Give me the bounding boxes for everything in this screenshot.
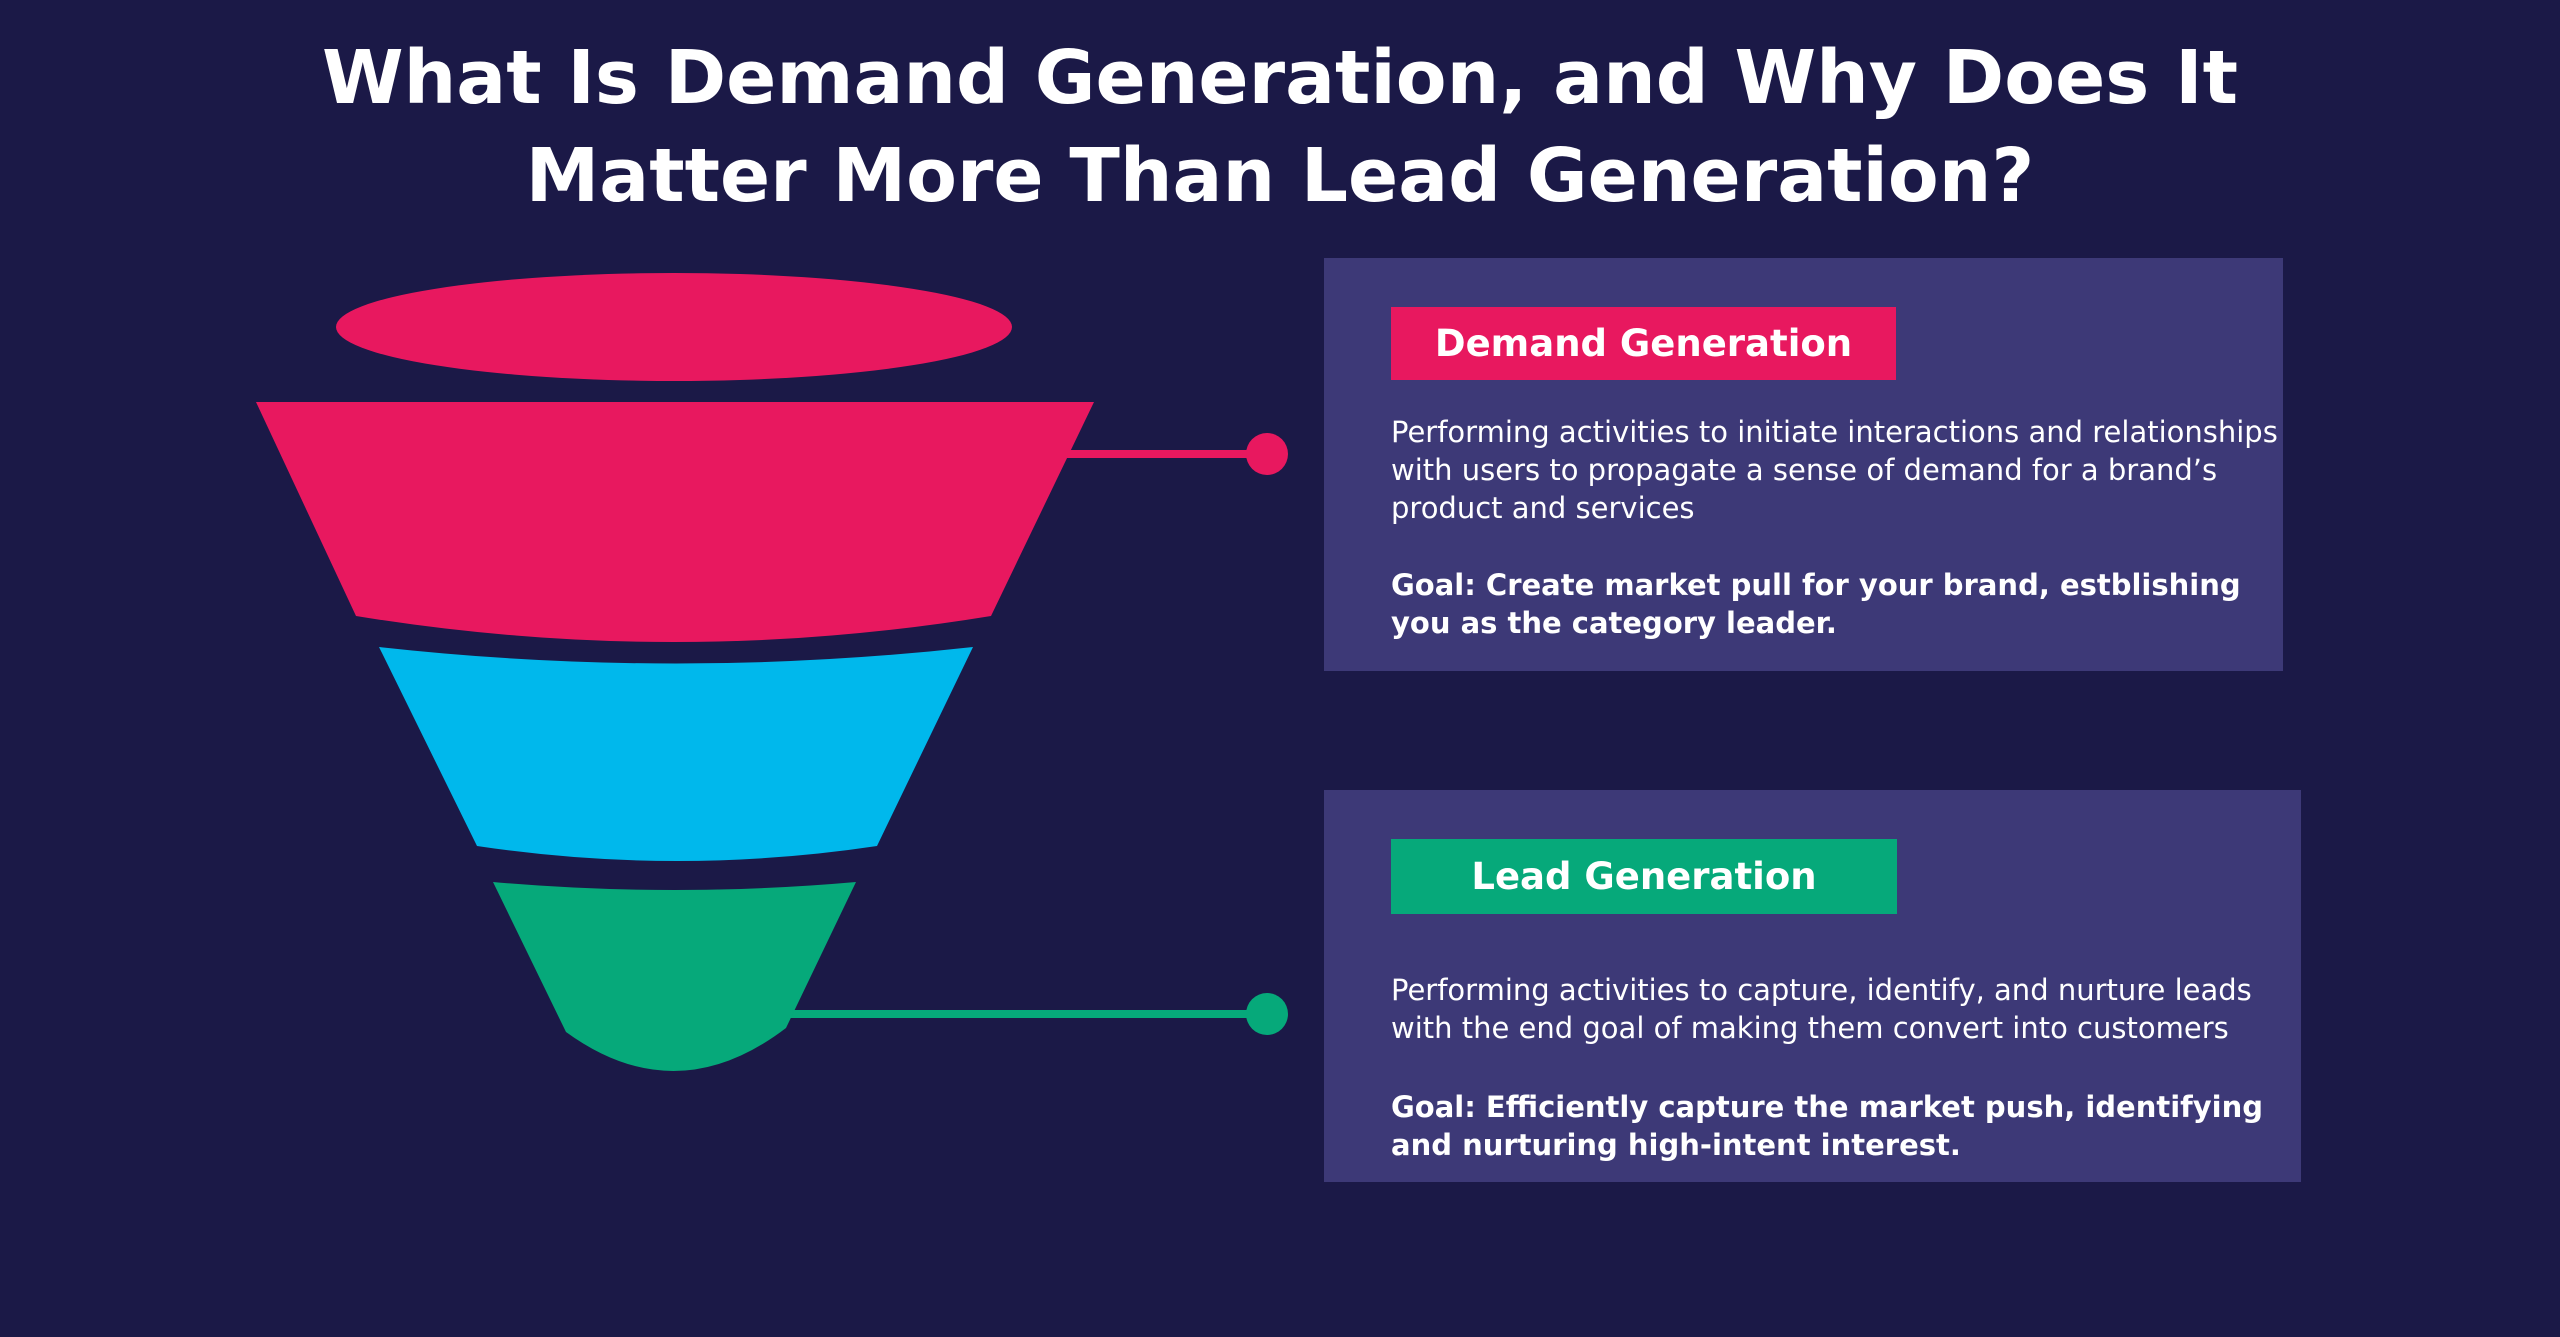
funnel-top: [336, 273, 1012, 381]
connector-dot: [1246, 433, 1288, 475]
title-line: What Is Demand Generation, and Why Does …: [322, 35, 2238, 121]
connector-dot: [1246, 993, 1288, 1035]
card-goal: Goal: Create market pull for your brand,…: [1391, 568, 2241, 640]
funnel-band: [379, 647, 973, 861]
card-description: Performing activities to initiate intera…: [1391, 415, 2278, 525]
card-description: Performing activities to capture, identi…: [1391, 973, 2252, 1045]
card-heading: Demand Generation: [1391, 307, 1896, 380]
card-heading: Lead Generation: [1391, 839, 1897, 914]
funnel-band: [493, 882, 856, 1072]
funnel-band: [256, 402, 1094, 642]
title-line: Matter More Than Lead Generation?: [525, 133, 2035, 219]
card-goal: Goal: Efficiently capture the market pus…: [1391, 1090, 2264, 1162]
